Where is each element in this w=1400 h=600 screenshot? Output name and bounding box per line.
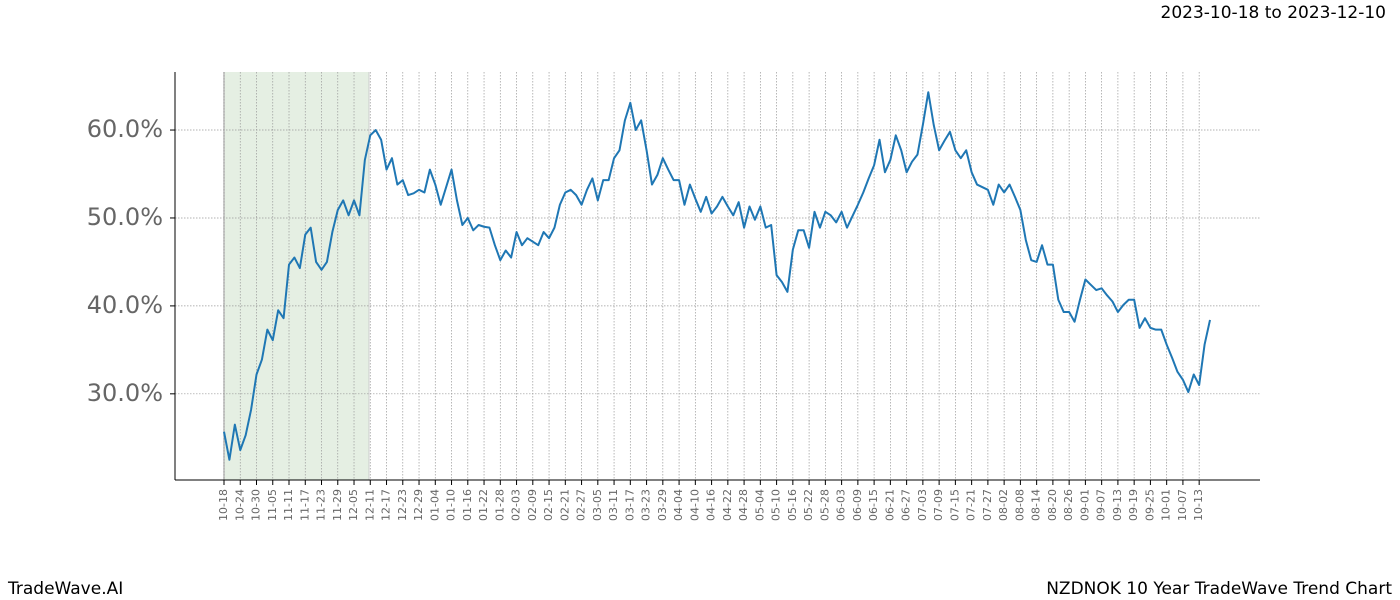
x-tick-label: 02-27 [575, 489, 588, 521]
x-tick-label: 09-25 [1143, 489, 1156, 521]
x-tick-label: 04-28 [737, 489, 750, 521]
x-tick-label: 01-16 [461, 489, 474, 521]
y-tick-label: 60.0% [87, 115, 163, 143]
x-tick-label: 08-20 [1046, 489, 1059, 521]
x-tick-label: 09-07 [1095, 489, 1108, 521]
x-tick-label: 04-10 [688, 489, 701, 521]
x-tick-label: 04-04 [672, 489, 685, 521]
x-tick-label: 07-27 [981, 489, 994, 521]
x-tick-label: 05-16 [786, 489, 799, 521]
x-tick-label: 10-24 [233, 489, 246, 521]
x-tick-label: 08-26 [1062, 489, 1075, 521]
x-tick-label: 06-09 [851, 489, 864, 521]
x-tick-label: 12-05 [347, 489, 360, 521]
x-tick-label: 06-15 [867, 489, 880, 521]
x-tick-label: 03-17 [623, 489, 636, 521]
x-tick-label: 02-03 [510, 489, 523, 521]
x-tick-label: 01-10 [445, 489, 458, 521]
x-tick-label: 09-13 [1111, 489, 1124, 521]
x-tick-label: 10-30 [250, 489, 263, 521]
x-tick-label: 08-02 [997, 489, 1010, 521]
x-tick-label: 07-09 [932, 489, 945, 521]
x-tick-label: 07-03 [916, 489, 929, 521]
x-tick-label: 02-21 [558, 489, 571, 521]
x-tick-label: 01-28 [493, 489, 506, 521]
x-tick-label: 07-21 [965, 489, 978, 521]
x-tick-label: 04-22 [721, 489, 734, 521]
x-tick-label: 09-01 [1078, 489, 1091, 521]
y-tick-label: 50.0% [87, 203, 163, 231]
y-tick-label: 40.0% [87, 291, 163, 319]
x-tick-label: 10-13 [1192, 489, 1205, 521]
x-tick-label: 09-19 [1127, 489, 1140, 521]
x-tick-label: 03-23 [640, 489, 653, 521]
x-tick-label: 11-29 [331, 489, 344, 521]
x-tick-label: 05-22 [802, 489, 815, 521]
y-tick-label: 30.0% [87, 379, 163, 407]
x-tick-label: 11-05 [266, 489, 279, 521]
x-tick-label: 01-22 [477, 489, 490, 521]
x-tick-label: 06-21 [883, 489, 896, 521]
highlight-region [224, 72, 369, 480]
x-tick-label: 10-01 [1160, 489, 1173, 521]
x-tick-label: 08-08 [1013, 489, 1026, 521]
x-tick-label: 12-11 [363, 489, 376, 521]
x-tick-label: 06-03 [835, 489, 848, 521]
x-tick-label: 12-23 [396, 489, 409, 521]
watermark: TradeWave.AI [7, 579, 123, 599]
x-tick-label: 01-04 [428, 489, 441, 521]
x-tick-label: 11-11 [282, 489, 295, 521]
x-tick-label: 02-15 [542, 489, 555, 521]
x-tick-label: 07-15 [948, 489, 961, 521]
x-tick-label: 12-29 [412, 489, 425, 521]
trend-line [223, 91, 1211, 461]
x-tick-label: 10-18 [217, 489, 230, 521]
x-tick-label: 05-10 [770, 489, 783, 521]
x-tick-label: 11-23 [315, 489, 328, 521]
x-tick-label: 04-16 [705, 489, 718, 521]
x-tick-label: 05-04 [753, 489, 766, 521]
chart-title: NZDNOK 10 Year TradeWave Trend Chart [1046, 579, 1392, 599]
x-tick-label: 03-05 [591, 489, 604, 521]
x-tick-label: 12-17 [380, 489, 393, 521]
x-tick-label: 10-07 [1176, 489, 1189, 521]
x-tick-label: 11-17 [298, 489, 311, 521]
subtitle: 2023-10-18 to 2023-12-10 [1161, 3, 1386, 23]
x-tick-label: 08-14 [1030, 489, 1043, 521]
x-tick-label: 03-11 [607, 489, 620, 521]
x-tick-label: 02-09 [526, 489, 539, 521]
x-tick-label: 05-28 [818, 489, 831, 521]
x-tick-label: 03-29 [656, 489, 669, 521]
x-tick-label: 06-27 [900, 489, 913, 521]
